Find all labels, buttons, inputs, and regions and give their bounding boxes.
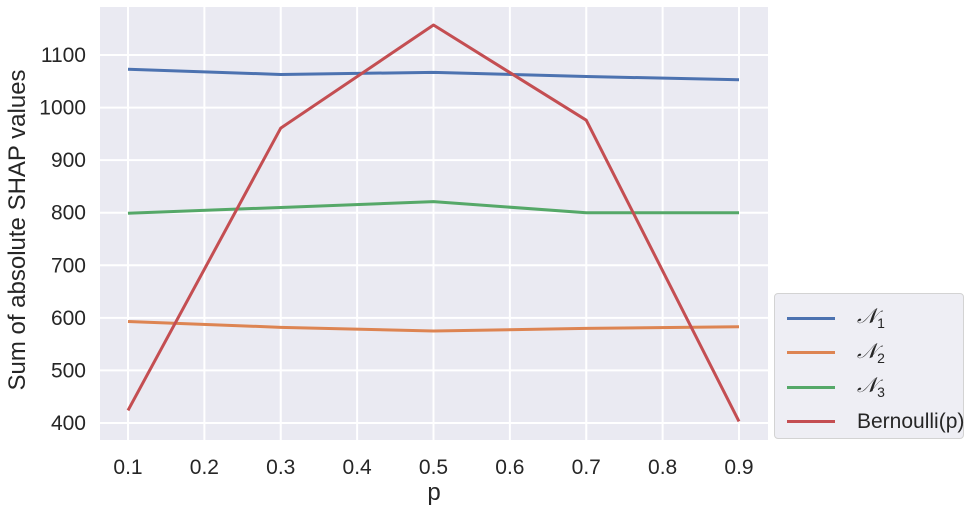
y-tick-label: 1000 (39, 97, 86, 120)
y-tick-label: 500 (51, 359, 86, 382)
y-tick-label: 400 (51, 412, 86, 435)
data-series (126, 23, 741, 423)
legend-item: 𝒩2 (775, 335, 885, 371)
y-tick-label: 700 (51, 254, 86, 277)
legend-label: 𝒩3 (857, 373, 885, 401)
legend-label: 𝒩2 (857, 338, 885, 367)
series-line (127, 67, 740, 82)
legend-label: 𝒩1 (857, 304, 885, 332)
x-tick-label: 0.9 (724, 456, 753, 479)
legend-line-swatch (787, 351, 835, 354)
x-tick-label: 0.5 (419, 456, 448, 479)
y-tick-label: 800 (51, 202, 86, 225)
y-tick-label: 600 (51, 307, 86, 330)
legend-item: 𝒩3 (775, 369, 885, 405)
series-line (126, 23, 741, 423)
legend-item: 𝒩1 (775, 300, 885, 336)
x-tick-label: 0.2 (190, 456, 219, 479)
series-line (127, 320, 740, 333)
x-axis-label: p (427, 479, 440, 506)
y-tick-label: 1100 (41, 44, 86, 67)
x-tick-label: 0.3 (266, 456, 295, 479)
legend-line-swatch (787, 385, 835, 389)
legend-line-swatch (787, 316, 835, 320)
x-tick-label: 0.1 (113, 456, 142, 479)
legend-line-swatch (787, 420, 835, 423)
legend-label: Bernoulli(p) (857, 409, 965, 433)
x-tick-label: 0.7 (572, 456, 601, 479)
y-axis-ticks: 400 500 600 700 800 900 1000 1100 (39, 44, 86, 435)
y-axis-label: Sum of absolute SHAP values (4, 69, 31, 390)
x-tick-label: 0.4 (343, 456, 373, 479)
x-tick-label: 0.8 (648, 456, 677, 479)
x-axis-ticks: 0.1 0.2 0.3 0.4 0.5 0.6 0.7 0.8 0.9 (113, 456, 753, 479)
x-tick-label: 0.6 (495, 456, 524, 479)
series-line (127, 200, 739, 215)
legend: 𝒩1 𝒩2 𝒩3 Bernoulli(p) (774, 293, 964, 439)
y-tick-label: 900 (51, 149, 86, 172)
legend-item: Bernoulli(p) (775, 404, 964, 440)
